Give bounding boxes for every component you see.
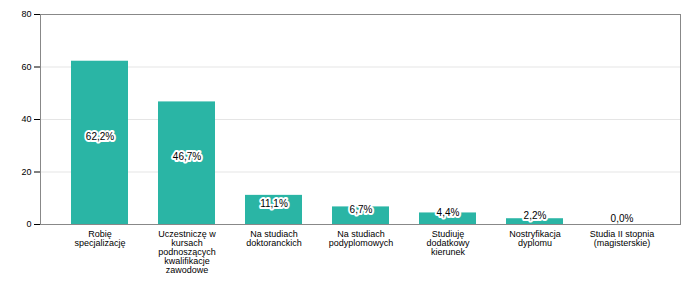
svg-text:11,1%: 11,1% — [260, 198, 288, 209]
svg-text:Nostryfikacjadyplomu: Nostryfikacjadyplomu — [509, 229, 561, 248]
svg-text:40: 40 — [21, 114, 31, 124]
svg-text:0: 0 — [26, 219, 31, 229]
svg-text:60: 60 — [21, 62, 31, 72]
svg-text:0,0%: 0,0% — [611, 213, 634, 224]
svg-text:20: 20 — [21, 167, 31, 177]
svg-text:4,4%: 4,4% — [437, 207, 460, 218]
svg-text:80: 80 — [21, 9, 31, 19]
svg-text:Uczestniczę wkursachpodnoszący: Uczestniczę wkursachpodnoszącychkwalifik… — [158, 229, 216, 275]
svg-text:2,2%: 2,2% — [524, 210, 547, 221]
svg-text:Studia II stopnia(magisterskie: Studia II stopnia(magisterskie) — [590, 229, 655, 248]
svg-text:46,7%: 46,7% — [173, 151, 201, 162]
svg-text:Studiujędodatkowykierunek: Studiujędodatkowykierunek — [426, 229, 470, 257]
svg-text:Na studiachdoktoranckich: Na studiachdoktoranckich — [246, 229, 302, 248]
svg-text:62,2%: 62,2% — [86, 131, 114, 142]
svg-text:Na studiachpodyplomowych: Na studiachpodyplomowych — [329, 229, 394, 248]
svg-text:Robięspecjalizację: Robięspecjalizację — [74, 229, 125, 248]
svg-text:6,7%: 6,7% — [350, 204, 373, 215]
